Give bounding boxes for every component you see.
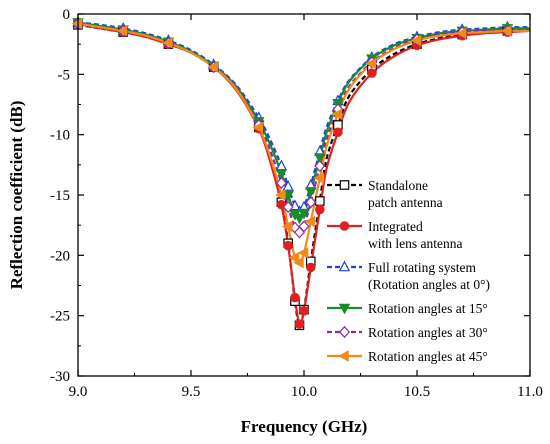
series-point-5 [274, 189, 286, 201]
series-line-2 [78, 21, 530, 214]
legend-label-0: patch antenna [368, 195, 443, 210]
x-tick-label: 10.5 [404, 384, 430, 400]
y-tick-label: -25 [50, 309, 70, 325]
x-tick-label: 9.5 [182, 384, 201, 400]
legend-marker-0 [339, 180, 350, 190]
y-axis-label: Reflection coefficient (dB) [7, 101, 26, 290]
series-point-5 [455, 27, 467, 40]
x-tick-label: 9.0 [69, 384, 88, 400]
legend-label-4: Rotation angles at 30° [368, 325, 488, 340]
series-point-2 [282, 180, 294, 191]
y-tick-label: -5 [58, 67, 71, 83]
series-point-5 [313, 172, 325, 184]
legend-marker-2 [338, 260, 351, 272]
series-point-5 [410, 34, 422, 47]
series-point-1 [305, 262, 316, 273]
series-point-4 [298, 220, 310, 233]
y-tick-label: -20 [50, 248, 70, 264]
series-point-5 [281, 220, 293, 233]
y-tick-label: -10 [50, 128, 70, 144]
legend-marker-4 [338, 325, 351, 339]
series-point-5 [365, 57, 377, 70]
series-point-5 [71, 17, 83, 30]
series-point-1 [366, 68, 377, 78]
x-tick-label: 11.0 [517, 384, 543, 400]
series-markers [71, 15, 514, 331]
x-tick-label: 10.0 [291, 384, 317, 400]
series-point-5 [500, 25, 512, 37]
series-point-5 [304, 215, 316, 228]
series-point-4 [275, 176, 287, 190]
legend: Standalone patch antenna Integrated with le… [327, 178, 490, 364]
series-line-3 [78, 21, 530, 220]
series-point-3 [305, 187, 317, 198]
series-point-5 [292, 256, 304, 269]
series-point-3 [293, 213, 306, 225]
series-point-5 [297, 247, 309, 259]
series-point-1 [315, 204, 325, 215]
series-point-1 [299, 306, 309, 316]
series-point-4 [314, 159, 326, 173]
legend-label-3: Rotation angles at 15° [368, 301, 488, 316]
legend-label-5: Rotation angles at 45° [368, 349, 488, 364]
legend-label-1: with lens antenna [368, 236, 462, 251]
legend-marker-1 [339, 221, 350, 231]
series-point-1 [333, 127, 343, 138]
y-tick-label: -15 [50, 188, 70, 204]
series-point-5 [161, 37, 173, 49]
series-point-1 [290, 292, 300, 303]
series-point-5 [331, 108, 343, 120]
legend-label-0: Standalone [368, 178, 428, 193]
legend-marker-5 [338, 350, 349, 362]
series-point-1 [294, 319, 305, 329]
series-point-3 [282, 190, 294, 202]
legend-marker-3 [338, 303, 351, 315]
series-point-1 [283, 240, 293, 251]
y-tick-label: -30 [50, 369, 70, 385]
axes: 9.0 9.5 10.0 10.5 11.0 0 -5 -10 -15 -20 -25 -30 [50, 7, 543, 400]
series-point-5 [207, 61, 218, 73]
series-point-3 [298, 208, 310, 220]
legend-label-2: Full rotating system [368, 260, 476, 275]
series-point-5 [288, 252, 300, 264]
series-point-3 [314, 153, 326, 165]
x-axis-label: Frequency (GHz) [241, 417, 368, 436]
y-tick-label: 0 [63, 7, 71, 23]
legend-label-1: Integrated [368, 219, 423, 234]
series-point-0 [315, 196, 325, 206]
series-point-4 [282, 200, 294, 214]
legend-label-2: (Rotation angles at 0°) [368, 277, 490, 292]
series-point-5 [252, 121, 264, 134]
series-point-4 [305, 196, 317, 209]
series-point-5 [116, 25, 128, 37]
series-point-3 [275, 168, 288, 180]
